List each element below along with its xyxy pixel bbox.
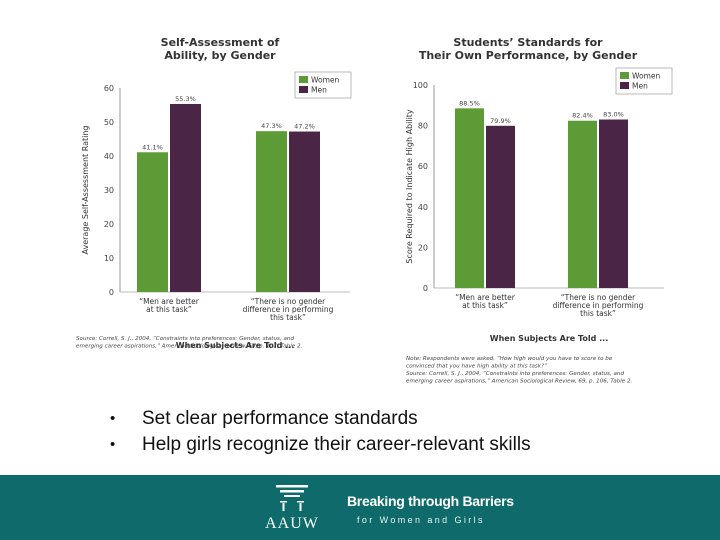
footer-banner: AAUW Breaking through Barriers for Women… [0,475,720,540]
y-tick-label: 40 [418,203,428,212]
bullet-item: • Set clear performance standards [110,406,531,432]
legend-label: Men [632,82,648,91]
chart-performance-standards: Students’ Standards for Their Own Perform… [398,30,698,385]
legend-label: Women [311,76,339,85]
y-tick-label: 0 [109,288,114,297]
category-label: at this task” [462,301,508,310]
x-axis-label: When Subjects Are Told ... [176,341,295,350]
category-label: difference in performing [243,305,334,314]
bar-women [137,152,168,292]
y-tick-label: 60 [104,84,114,93]
bullet-text: Set clear performance standards [142,408,418,429]
x-axis-label: When Subjects Are Told ... [490,334,609,343]
data-label: 88.5% [459,99,480,107]
y-tick-label: 20 [104,220,114,229]
y-tick-label: 80 [418,122,428,131]
aauw-emblem-icon [276,485,308,511]
source-note: Source: Correll, S. J., 2004, “Constrain… [406,371,624,377]
y-tick-label: 40 [104,152,114,161]
bullet-list: • Set clear performance standards • Help… [110,406,531,458]
category-label: “There is no gender [251,297,326,306]
category-label: difference in performing [553,301,644,310]
bar-men [486,125,515,288]
data-label: 47.3% [261,122,282,130]
bullet-dot-icon: • [110,436,116,453]
legend-swatch-women [620,72,629,79]
source-note: Note: Respondents were asked, “How high … [406,356,613,362]
tagline-main: Breaking through Barriers [347,493,514,509]
category-label: “Men are better [139,297,199,306]
bullet-text: Help girls recognize their career-releva… [142,434,531,455]
bar-men [599,119,628,288]
legend-swatch-women [299,76,308,83]
legend-label: Men [311,86,327,95]
legend-swatch-men [299,86,308,93]
bar-men [170,103,201,292]
chart-title: Self-Assessment of [161,36,280,49]
aauw-logo: AAUW [262,483,322,535]
y-tick-label: 60 [418,162,428,171]
legend-swatch-men [620,82,629,89]
data-label: 82.4% [572,112,593,120]
bar-women [455,108,484,288]
legend-box [615,67,673,95]
bar-women [568,120,597,288]
source-note: Source: Correll, S. J., 2004, “Constrain… [76,336,294,342]
data-label: 47.2% [294,123,315,131]
data-label: 41.1% [142,143,163,151]
bar-women [256,131,287,292]
tagline-sub: for Women and Girls [357,515,485,525]
source-note: emerging career aspirations,” American S… [406,379,633,385]
logo-text: AAUW [265,515,319,532]
category-label: this task” [270,313,306,322]
bar-men [289,131,320,292]
y-tick-label: 10 [104,254,114,263]
source-note: convinced that you have high ability at … [406,364,547,370]
y-tick-label: 30 [104,186,114,195]
y-axis-label: Average Self-Assessment Rating [81,125,90,254]
category-label: at this task” [146,305,192,314]
y-tick-label: 20 [418,243,428,252]
category-label: “Men are better [455,293,515,302]
bullet-item: • Help girls recognize their career-rele… [110,432,531,458]
y-tick-label: 100 [413,81,428,90]
chart-self-assessment: Self-Assessment of Ability, by Gender 0 10 2… [70,30,370,385]
data-label: 55.3% [175,95,196,103]
chart-title: Their Own Performance, by Gender [419,49,638,62]
y-tick-label: 0 [423,284,428,293]
legend-label: Women [632,72,660,81]
category-label: this task” [580,309,616,318]
data-label: 79.9% [490,117,511,125]
y-axis-label: Score Required to Indicate High Ability [405,109,414,264]
bullet-dot-icon: • [110,410,116,427]
category-label: “There is no gender [561,293,636,302]
source-note: emerging career aspirations,” American S… [76,344,303,350]
data-label: 83.0% [603,111,624,119]
y-tick-label: 50 [104,118,114,127]
chart-title: Students’ Standards for [453,36,603,49]
chart-title: Ability, by Gender [164,49,276,62]
